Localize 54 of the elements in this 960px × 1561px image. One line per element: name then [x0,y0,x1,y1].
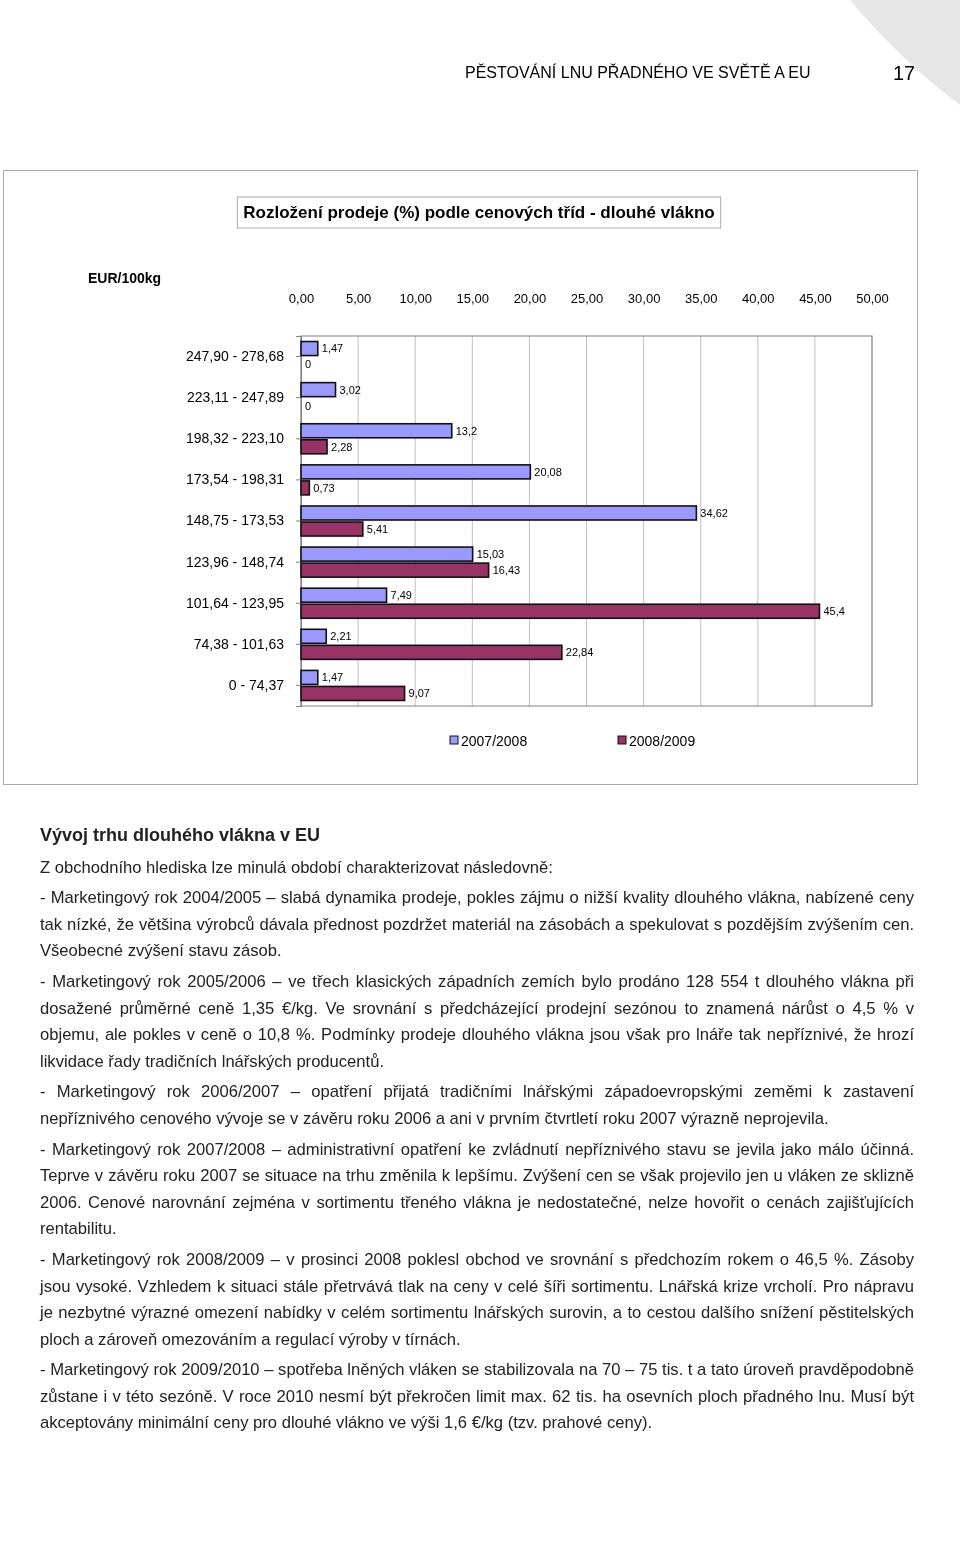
x-tick-label: 10,00 [399,291,432,306]
text: - Marketingový rok 2007/2008 – administrativní opatření ke zvládnutí nepříznivého stavu se jevila jako málo účinná. Teprve v závěru roku 2007 se situace na trhu změnila k lepšímu. Zvýšení cen se však projevilo jen u vláken ze sklizně 2006. Cenové narovnání zejména v sortimentu třeného vlákna je nedostatečné, nelze hovořit o cenách zajišťujících rentabilitu. [40,1138,914,1241]
text: PĚSTOVÁNÍ LNU PŘADNÉHO VE SVĚTĚ A EU [465,64,811,82]
bar [300,340,319,357]
x-tick-label: 15,00 [456,291,490,306]
x-tick-label: 40,00 [742,291,775,306]
text: - Marketingový rok 2006/2007 – opatření přijatá tradičními lnářskými západoevropskými zeměmi k zastavení nepříznivého cenového vývoje se v závěru roku 2006 a ani v prvním čtvrtletí roku 2007 výrazně neprojevila. [40,1081,914,1130]
data-label: 20,08 [534,465,562,478]
data-label: 34,62 [700,506,728,519]
y-tick-label: 223,11 - 247,89 [186,389,285,406]
y-tick-label: 148,75 - 173,53 [185,512,285,529]
data-label: 45,4 [823,605,845,618]
text: Vývoj trhu dlouhého vlákna v EU [40,824,322,847]
x-tick-label: 5,00 [345,291,372,306]
y-tick-label: 101,64 - 123,95 [185,594,285,611]
x-tick-label: 25,00 [570,291,604,306]
data-label: 22,84 [565,646,594,659]
data-label: 2,28 [331,440,353,453]
bar [300,381,337,398]
y-tick-label: 198,32 - 223,10 [185,430,285,447]
legend-label: 2007/2008 [461,733,528,749]
data-label: 2,21 [330,630,352,643]
y-tick-label: 0 - 74,37 [228,676,285,693]
text: - Marketingový rok 2008/2009 – v prosinci 2008 poklesl obchod ve srovnání s předchozím rokem o 46,5 %. Zásoby jsou vysoké. Vzhledem k situaci stále přetrvává tlak na ceny v celé šíři sortimentu. Lnářská krize vrcholí. Pro nápravu je nezbytné výrazné omezení nabídky v celém sortimentu lnářských surovin, a to cestou dalšího snížení pěstitelských ploch a zároveň omezováním a regulací výroby v tírnách. [40,1248,914,1351]
text: - Marketingový rok 2009/2010 – spotřeba lněných vláken se stabilizovala na 70 – 75 tis. t a tato úroveň pravděpodobně zůstane i v této sezóně. V roce 2010 nesmí být překročen limit max. 62 tis. ha osevních ploch přadného lnu. Musí být akceptovány minimální ceny pro dlouhé vlákno ve výši 1,6 €/kg (tzv. prahové ceny). [40,1359,914,1435]
text: - Marketingový rok 2004/2005 – slabá dynamika prodeje, pokles zájmu o nižší kvality dlouhého vlákna, nabízené ceny tak nízké, že většina výrobců dávala přednost pozdržet materiál na zásobách a spekulovat s pozdějším zvýšením cen. Všeobecné zvýšení stavu zásob. [40,887,914,963]
data-label: 1,47 [321,342,344,355]
y-tick-label: 173,54 - 198,31 [185,471,285,488]
y-tick-label: 247,90 - 278,68 [185,348,285,365]
text: Z obchodního hlediska lze minulá období charakterizovat následovně: [40,856,554,879]
x-tick-label: 50,00 [856,291,889,306]
text: - Marketingový rok 2005/2006 – ve třech klasických západních zemích bylo prodáno 128 554 t dlouhého vlákna při dosažené průměrné ceně 1,35 €/kg. Ve srovnání s předcházející prodejní sezónou to znamená nárůst o 4,5 % v objemu, ale pokles v ceně o 10,8 %. Podmínky prodeje dlouhého vlákna jsou však pro lnáře tak nepříznivé, že hrozí likvidace řady tradičních lnářských producentů. [40,970,914,1073]
x-tick-label: 0,00 [288,291,315,306]
x-tick-label: 45,00 [799,291,832,306]
chart-title: Rozložení prodeje (%) podle cenových tříd - dlouhé vlákno [243,203,715,222]
y-axis-title: EUR/100kg [88,270,162,286]
data-label: 15,03 [476,547,505,560]
data-label: 5,41 [366,522,389,535]
data-label: 0,73 [313,481,335,494]
y-tick-label: 123,96 - 148,74 [185,553,285,570]
data-label: 0 [305,358,312,371]
data-label: 3,02 [339,383,361,396]
x-tick-label: 35,00 [684,291,718,306]
data-label: 9,07 [408,687,430,700]
data-label: 7,49 [390,589,412,602]
data-label: 13,2 [455,424,478,437]
data-label: 16,43 [492,563,521,576]
data-label: 1,47 [321,671,344,684]
text: 17 [893,62,916,85]
x-tick-label: 30,00 [627,291,661,306]
data-label: 0 [305,399,312,412]
legend-label: 2008/2009 [629,733,696,749]
y-tick-label: 74,38 - 101,63 [193,635,285,652]
x-tick-label: 20,00 [513,291,547,306]
